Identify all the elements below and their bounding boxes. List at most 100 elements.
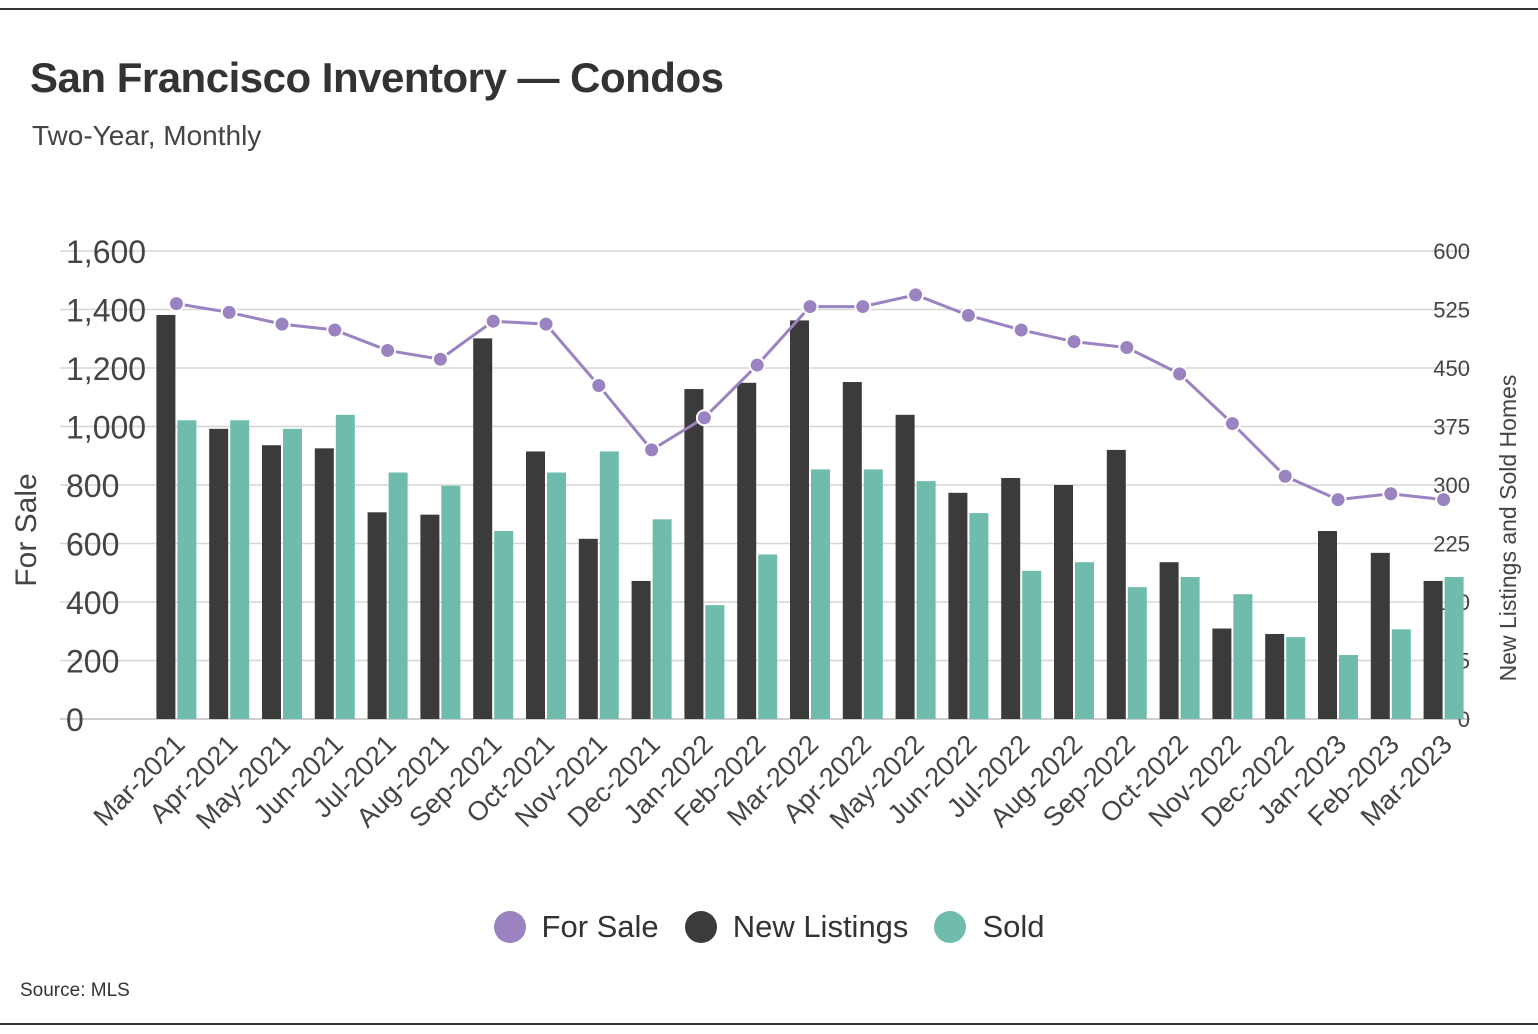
- source-note: Source: MLS: [20, 980, 130, 1001]
- legend-item-for-sale: For Sale: [493, 909, 659, 945]
- legend: For Sale New Listings Sold: [0, 900, 1538, 954]
- y-axis-label-right: New Listings and Sold Homes: [1495, 375, 1521, 682]
- top-rule: [0, 8, 1538, 10]
- point-for-sale: [484, 312, 502, 330]
- y-tick-label-left: 1,200: [66, 351, 146, 387]
- y-tick-label-left: 600: [66, 527, 119, 563]
- bar-new-listings: [684, 389, 704, 719]
- bar-sold: [758, 554, 778, 719]
- bar-new-listings: [1318, 531, 1337, 719]
- bar-new-listings: [1212, 628, 1232, 719]
- y-tick-label-right: 375: [1433, 415, 1470, 440]
- bar-sold: [969, 513, 989, 719]
- y-tick-label-left: 400: [66, 585, 119, 621]
- bar-sold: [283, 428, 302, 719]
- bar-sold: [335, 414, 355, 719]
- bar-new-listings: [367, 512, 387, 719]
- bar-new-listings: [1370, 552, 1390, 719]
- point-for-sale: [1171, 365, 1189, 383]
- y-tick-label-left: 0: [66, 702, 84, 738]
- line-for-sale: [176, 293, 1444, 502]
- bar-sold: [916, 481, 936, 719]
- legend-swatch-sold: [934, 911, 967, 943]
- y-tick-label-left: 800: [66, 468, 119, 504]
- y-axis-label-left: For Sale: [10, 473, 43, 586]
- bar-new-listings: [1423, 580, 1443, 719]
- point-for-sale: [748, 356, 766, 374]
- bar-new-listings: [1159, 562, 1179, 719]
- bar-sold: [811, 469, 830, 719]
- y-tick-label-left: 1,000: [66, 410, 146, 446]
- y-tick-label-right: 450: [1433, 356, 1470, 381]
- bottom-rule: [0, 1023, 1538, 1025]
- bar-new-listings: [1265, 633, 1285, 719]
- bar-sold: [547, 472, 566, 719]
- bar-sold: [441, 485, 461, 719]
- y-tick-label-right: 225: [1433, 532, 1470, 557]
- point-for-sale: [167, 295, 185, 313]
- point-for-sale: [220, 303, 238, 321]
- point-for-sale: [273, 315, 291, 333]
- bar-sold: [230, 420, 250, 719]
- bar-new-listings: [1001, 477, 1021, 719]
- point-for-sale: [1435, 491, 1453, 509]
- chart-title: San Francisco Inventory — Condos: [30, 54, 724, 101]
- point-for-sale: [1382, 485, 1400, 503]
- bar-sold: [1180, 577, 1200, 719]
- bar-new-listings: [895, 414, 915, 719]
- bar-sold: [1233, 594, 1253, 719]
- bar-sold: [1339, 655, 1358, 719]
- bar-sold: [388, 472, 408, 719]
- y-tick-label-left: 200: [66, 644, 119, 680]
- point-for-sale: [801, 298, 819, 316]
- legend-label-for-sale: For Sale: [541, 909, 659, 944]
- bar-new-listings: [526, 451, 545, 719]
- point-for-sale: [431, 350, 449, 368]
- y-tick-label-left: 1,400: [66, 293, 146, 329]
- bar-sold: [1444, 577, 1464, 719]
- bar-new-listings: [156, 314, 176, 719]
- legend-item-sold: Sold: [934, 909, 1044, 945]
- point-for-sale: [1065, 333, 1083, 351]
- bar-new-listings: [420, 514, 440, 719]
- point-for-sale: [854, 298, 872, 316]
- bar-new-listings: [737, 382, 757, 719]
- point-for-sale: [379, 341, 397, 359]
- point-for-sale: [959, 306, 977, 324]
- point-for-sale: [643, 441, 661, 459]
- bar-sold: [599, 451, 619, 719]
- bar-sold: [1022, 570, 1042, 719]
- y-tick-label-right: 600: [1433, 239, 1470, 264]
- bar-new-listings: [842, 382, 862, 719]
- point-for-sale: [326, 321, 344, 339]
- point-for-sale: [1223, 415, 1241, 433]
- bar-sold: [1127, 587, 1147, 719]
- bar-new-listings: [1106, 449, 1126, 719]
- bar-sold: [1286, 637, 1306, 719]
- bar-new-listings: [262, 445, 281, 719]
- point-for-sale: [907, 286, 925, 304]
- bar-new-listings: [209, 428, 229, 719]
- point-for-sale: [1118, 339, 1136, 357]
- bar-new-listings: [473, 338, 493, 719]
- legend-swatch-for-sale: [493, 911, 526, 943]
- legend-swatch-new-listings: [684, 911, 717, 943]
- bar-sold: [494, 531, 514, 719]
- bar-sold: [705, 605, 725, 719]
- point-for-sale: [695, 409, 713, 427]
- bar-new-listings: [631, 580, 651, 719]
- bar-new-listings: [948, 492, 968, 719]
- bar-new-listings: [578, 538, 598, 719]
- bar-sold: [177, 420, 197, 719]
- y-tick-label-right: 525: [1433, 298, 1470, 323]
- chart-subtitle: Two-Year, Monthly: [32, 120, 262, 151]
- legend-label-new-listings: New Listings: [732, 909, 909, 944]
- point-for-sale: [590, 377, 608, 395]
- bar-sold: [1391, 629, 1411, 719]
- legend-item-new-listings: New Listings: [684, 909, 909, 945]
- bar-new-listings: [1054, 485, 1073, 719]
- bar-sold: [863, 469, 883, 719]
- bar-sold: [652, 519, 672, 719]
- point-for-sale: [1329, 491, 1347, 509]
